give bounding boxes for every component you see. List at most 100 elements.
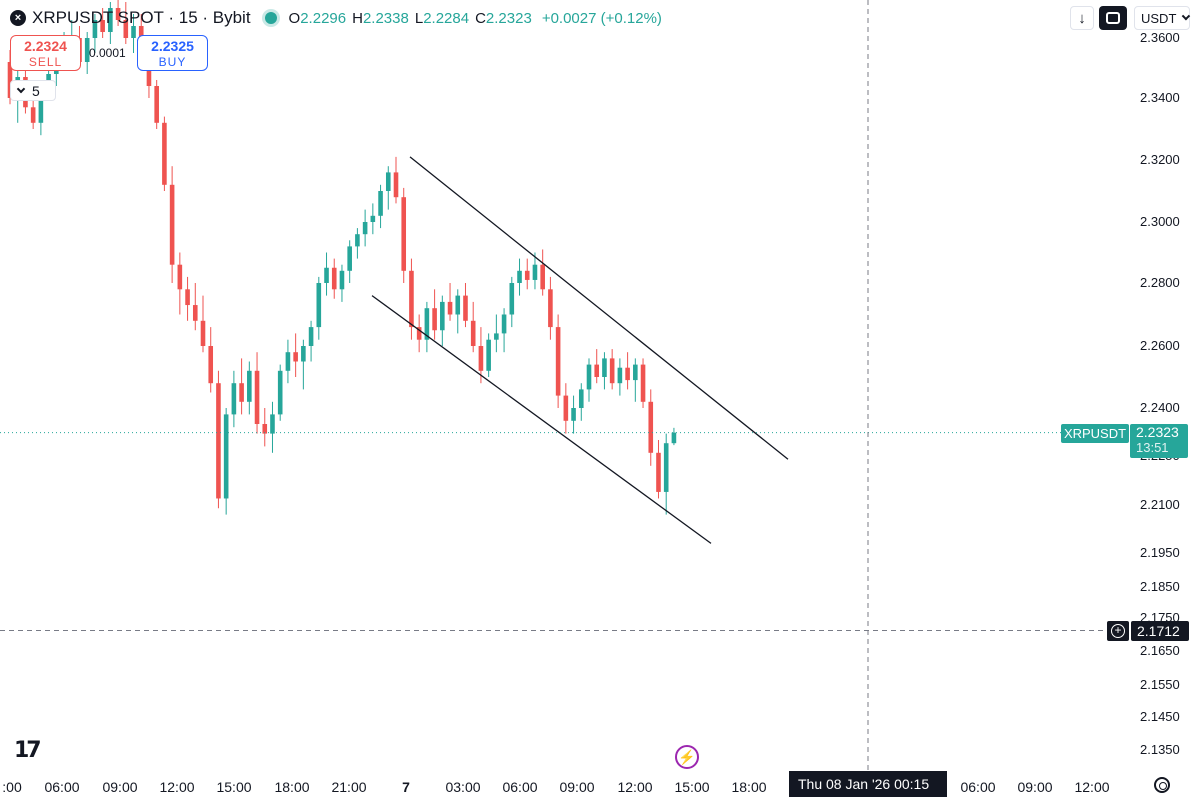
candle bbox=[154, 80, 159, 129]
price-tick-label: 2.1350 bbox=[1140, 742, 1180, 757]
time-tick-label: 18:00 bbox=[274, 779, 310, 795]
candle bbox=[602, 352, 607, 390]
candle-body bbox=[362, 222, 368, 235]
candle bbox=[586, 358, 592, 402]
candle-body bbox=[617, 367, 623, 384]
candle-body bbox=[92, 20, 98, 38]
channel-trendlines bbox=[371, 156, 789, 544]
candle bbox=[239, 358, 244, 415]
time-tick-label: 09:00 bbox=[1017, 779, 1053, 795]
candle-body bbox=[146, 62, 152, 86]
crosshair-date-label: Thu 08 Jan '26 00:15 bbox=[789, 771, 947, 797]
indicator-count: 5 bbox=[32, 82, 40, 99]
price-tick-label: 2.1450 bbox=[1140, 709, 1180, 724]
candle bbox=[470, 301, 476, 353]
price-tick-label: 2.3000 bbox=[1140, 214, 1180, 229]
candle bbox=[331, 258, 337, 299]
trendline bbox=[409, 156, 789, 460]
candle-body bbox=[633, 364, 638, 381]
price-tick-label: 2.2400 bbox=[1140, 400, 1180, 415]
price-change: +0.0027 (+0.12%) bbox=[541, 9, 662, 27]
candle-body bbox=[385, 172, 391, 191]
candle bbox=[285, 339, 291, 384]
candle bbox=[208, 327, 214, 393]
candle-body bbox=[177, 264, 183, 290]
arrow-down-icon: ↓ bbox=[1078, 9, 1086, 27]
candle bbox=[185, 276, 190, 321]
ohlc-values: O2.2296 H2.2338 L2.2284 C2.2323 +0.0027 … bbox=[289, 10, 662, 27]
candle bbox=[231, 370, 237, 428]
candle bbox=[540, 249, 545, 296]
candle-body bbox=[370, 215, 376, 222]
candle-body bbox=[316, 283, 322, 328]
export-button[interactable]: ↓ bbox=[1070, 6, 1094, 30]
candle bbox=[648, 389, 654, 466]
candle-body bbox=[401, 197, 407, 271]
candle-body bbox=[470, 320, 476, 346]
candle-body bbox=[131, 26, 136, 38]
price-axis[interactable]: 2.3600 2.3400 2.3200 2.3000 2.2800 2.2600 2.24… bbox=[1128, 0, 1200, 770]
tradingview-logo-icon[interactable]: 17 bbox=[14, 738, 42, 763]
candle bbox=[277, 364, 283, 421]
time-tick-label: 06:00 bbox=[960, 779, 996, 795]
candle-body bbox=[270, 414, 275, 434]
candle-body bbox=[609, 358, 615, 384]
candle bbox=[532, 252, 538, 290]
candle bbox=[548, 276, 553, 340]
chevron-down-icon bbox=[16, 84, 26, 94]
time-tick-label: 12:00 bbox=[1074, 779, 1110, 795]
time-axis[interactable]: :00 06:00 09:00 12:00 15:00 18:00 21:00 7 03:00 0… bbox=[0, 770, 1128, 802]
open-label: O bbox=[288, 9, 301, 27]
last-price-value: 2.2323 bbox=[1136, 424, 1179, 440]
candle-body bbox=[100, 20, 105, 32]
time-tick-label: 12:00 bbox=[159, 779, 195, 795]
candle-body bbox=[640, 364, 646, 402]
indicator-collapse-toggle[interactable]: 5 bbox=[10, 80, 56, 101]
candle-body bbox=[594, 364, 600, 377]
candle bbox=[370, 203, 376, 235]
candle bbox=[424, 301, 430, 353]
candle bbox=[501, 308, 507, 353]
currency-select[interactable]: USDT bbox=[1134, 6, 1191, 30]
sell-button[interactable]: 2.2324 SELL bbox=[10, 35, 81, 71]
candle-body bbox=[648, 401, 654, 453]
time-tick-label: 15:00 bbox=[674, 779, 710, 795]
gear-icon[interactable] bbox=[1154, 777, 1170, 793]
candle bbox=[270, 401, 275, 453]
buy-button[interactable]: 2.2325 BUY bbox=[137, 35, 208, 71]
candle-body bbox=[524, 270, 530, 280]
candle bbox=[517, 258, 522, 296]
candle-body bbox=[393, 172, 399, 198]
close-icon[interactable]: × bbox=[10, 10, 26, 26]
candle bbox=[347, 240, 352, 283]
candlestick-series bbox=[7, 0, 677, 515]
candle-body bbox=[440, 301, 445, 331]
trendline bbox=[371, 295, 712, 544]
candle bbox=[633, 358, 638, 402]
candle-body bbox=[625, 367, 630, 381]
candle-body bbox=[123, 20, 129, 38]
candle bbox=[169, 166, 175, 283]
sell-label: SELL bbox=[28, 55, 63, 69]
spread-value: 0.0001 bbox=[89, 46, 126, 60]
symbol-title[interactable]: XRPUSDT SPOT · 15 · Bybit bbox=[32, 8, 251, 27]
price-tick-label: 2.1550 bbox=[1140, 677, 1180, 692]
candle bbox=[625, 352, 630, 390]
candle bbox=[640, 358, 646, 408]
candle-body bbox=[293, 352, 298, 362]
candle-body bbox=[378, 191, 383, 216]
candle-body bbox=[555, 327, 561, 396]
price-tick-label: 2.1650 bbox=[1140, 643, 1180, 658]
time-tick-label: :00 bbox=[2, 779, 22, 795]
candle-body bbox=[432, 308, 437, 331]
candle bbox=[92, 14, 98, 53]
candle bbox=[432, 289, 437, 340]
add-alert-button[interactable]: + bbox=[1107, 621, 1129, 641]
screenshot-button[interactable] bbox=[1099, 6, 1127, 30]
candle bbox=[409, 258, 414, 340]
candle-body bbox=[200, 320, 206, 346]
lightning-bolt-icon[interactable]: ⚡ bbox=[675, 745, 699, 769]
candle-body bbox=[478, 346, 484, 371]
candle-body bbox=[254, 370, 260, 424]
